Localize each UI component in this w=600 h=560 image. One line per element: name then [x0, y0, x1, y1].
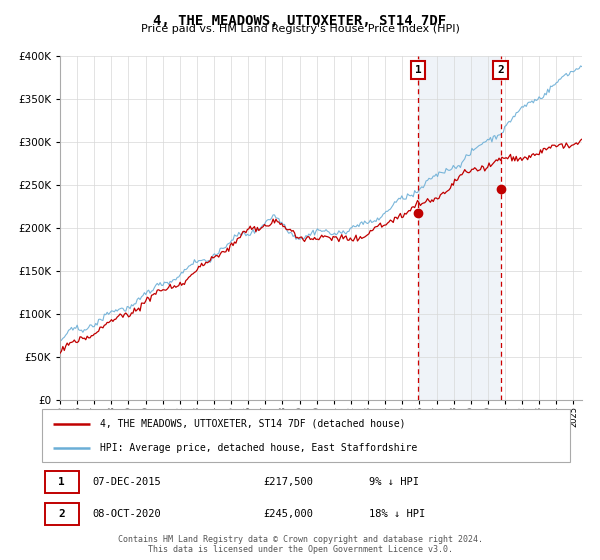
FancyBboxPatch shape — [42, 409, 570, 462]
Text: 1: 1 — [415, 65, 421, 75]
Bar — [418, 56, 501, 400]
Text: £245,000: £245,000 — [264, 509, 314, 519]
Text: 1: 1 — [58, 477, 65, 487]
Text: 4, THE MEADOWS, UTTOXETER, ST14 7DF (detached house): 4, THE MEADOWS, UTTOXETER, ST14 7DF (det… — [100, 419, 406, 429]
Text: Contains HM Land Registry data © Crown copyright and database right 2024.
This d: Contains HM Land Registry data © Crown c… — [118, 535, 482, 554]
Text: 2: 2 — [497, 65, 504, 75]
FancyBboxPatch shape — [44, 503, 79, 525]
Text: £217,500: £217,500 — [264, 477, 314, 487]
Text: Price paid vs. HM Land Registry's House Price Index (HPI): Price paid vs. HM Land Registry's House … — [140, 24, 460, 34]
Text: 9% ↓ HPI: 9% ↓ HPI — [370, 477, 419, 487]
Text: 18% ↓ HPI: 18% ↓ HPI — [370, 509, 425, 519]
FancyBboxPatch shape — [44, 470, 79, 493]
Text: 4, THE MEADOWS, UTTOXETER, ST14 7DF: 4, THE MEADOWS, UTTOXETER, ST14 7DF — [154, 14, 446, 28]
Text: 2: 2 — [58, 509, 65, 519]
Text: HPI: Average price, detached house, East Staffordshire: HPI: Average price, detached house, East… — [100, 443, 418, 453]
Text: 07-DEC-2015: 07-DEC-2015 — [92, 477, 161, 487]
Text: 08-OCT-2020: 08-OCT-2020 — [92, 509, 161, 519]
